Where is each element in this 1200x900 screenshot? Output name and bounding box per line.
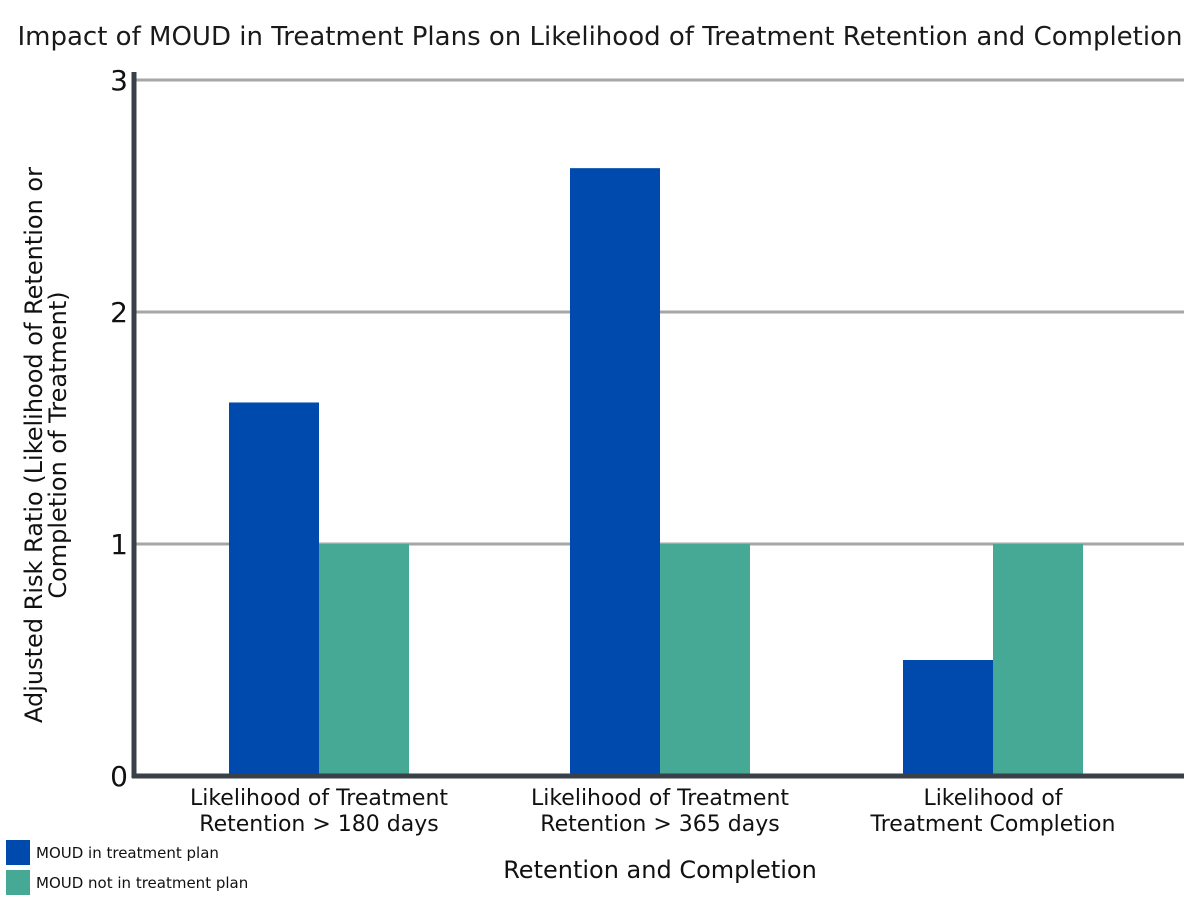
legend-swatch-moud-not-in-plan: [6, 870, 30, 895]
x-category-label: Treatment Completion: [870, 812, 1116, 837]
y-axis-title-line-1: Adjusted Risk Ratio (Likelihood of Reten…: [20, 167, 48, 723]
y-axis-title-line-2: Completion of Treatment): [44, 291, 72, 598]
y-tick-label: 3: [110, 64, 128, 97]
y-tick-label: 2: [110, 296, 128, 329]
x-category-label: Likelihood of: [923, 786, 1063, 811]
bar-moud-in-plan-3: [903, 660, 993, 776]
x-category-label: Retention > 365 days: [540, 812, 779, 837]
legend-label-moud-not-in-plan: MOUD not in treatment plan: [36, 874, 248, 892]
bar-moud-in-plan-1: [229, 402, 319, 776]
y-tick-label: 0: [110, 760, 128, 793]
x-axis-title: Retention and Completion: [503, 856, 817, 884]
y-tick-labels: 0 1 2 3: [110, 64, 128, 793]
bar-moud-in-plan-2: [570, 168, 660, 776]
bar-moud-not-in-plan-2: [660, 544, 750, 776]
y-axis-title: Adjusted Risk Ratio (Likelihood of Reten…: [20, 167, 72, 723]
y-tick-label: 1: [110, 528, 128, 561]
bars: [229, 168, 1083, 776]
bar-moud-not-in-plan-1: [319, 544, 409, 776]
x-category-label: Likelihood of Treatment: [531, 786, 789, 811]
x-category-label: Likelihood of Treatment: [190, 786, 448, 811]
x-category-label: Retention > 180 days: [199, 812, 438, 837]
chart-title: Impact of MOUD in Treatment Plans on Lik…: [18, 22, 1183, 52]
legend-label-moud-in-plan: MOUD in treatment plan: [36, 844, 219, 862]
legend: MOUD in treatment plan MOUD not in treat…: [6, 840, 248, 895]
bar-moud-not-in-plan-3: [993, 544, 1083, 776]
legend-swatch-moud-in-plan: [6, 840, 30, 865]
